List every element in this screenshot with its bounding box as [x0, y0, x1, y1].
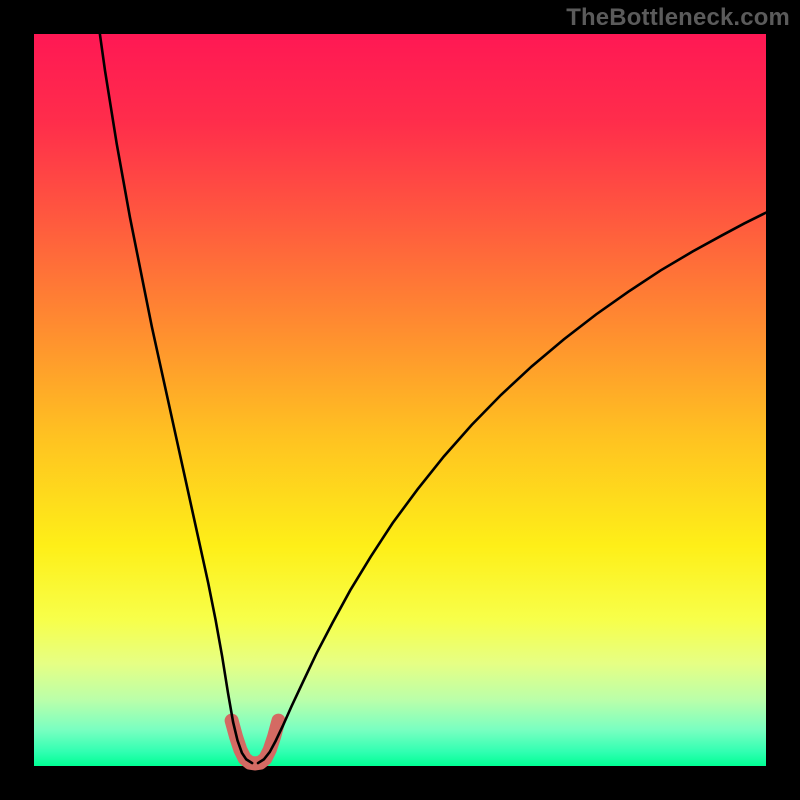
chart-stage: TheBottleneck.com: [0, 0, 800, 800]
watermark-text: TheBottleneck.com: [566, 4, 790, 32]
bottleneck-chart: [0, 0, 800, 800]
plot-background: [34, 34, 766, 766]
